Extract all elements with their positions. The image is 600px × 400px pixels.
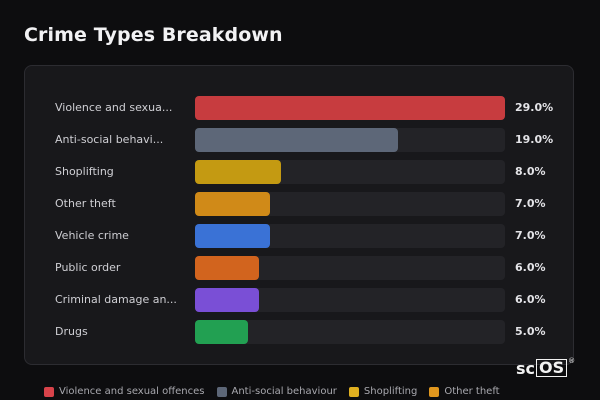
bar-label: Drugs xyxy=(55,325,88,338)
bar-track xyxy=(195,224,505,248)
bar-label: Violence and sexua... xyxy=(55,101,173,114)
legend-item[interactable]: Violence and sexual offences xyxy=(44,386,205,397)
legend-item[interactable]: Shoplifting xyxy=(348,386,418,397)
bar-row: Anti-social behavi... 19.0% xyxy=(25,128,575,154)
bar xyxy=(195,96,505,120)
legend-swatch xyxy=(216,386,227,397)
legend-label: Violence and sexual offences xyxy=(59,386,205,397)
chart-panel: Violence and sexua... 29.0% Anti-social be… xyxy=(24,65,574,365)
bar-track xyxy=(195,96,505,120)
bar xyxy=(195,224,270,248)
bar-track xyxy=(195,320,505,344)
bar xyxy=(195,288,259,312)
bar-value-label: 5.0% xyxy=(515,325,546,338)
legend-label: Anti-social behaviour xyxy=(231,386,337,397)
bar-value-label: 6.0% xyxy=(515,261,546,274)
bar-label: Criminal damage an... xyxy=(55,293,177,306)
bar-row: Public order 6.0% xyxy=(25,256,575,282)
bar xyxy=(195,192,270,216)
bar-value-label: 29.0% xyxy=(515,101,554,114)
legend-item[interactable]: Anti-social behaviour xyxy=(216,386,337,397)
bar-track xyxy=(195,160,505,184)
bar-track xyxy=(195,288,505,312)
logo-box: OS xyxy=(536,359,568,377)
bar-label: Public order xyxy=(55,261,121,274)
bar-track xyxy=(195,256,505,280)
legend-swatch xyxy=(429,386,440,397)
legend-label: Other theft xyxy=(444,386,500,397)
bar-track xyxy=(195,192,505,216)
brand-logo: sc OS ® xyxy=(516,357,576,378)
bar-row: Other theft 7.0% xyxy=(25,192,575,218)
bar-row: Drugs 5.0% xyxy=(25,320,575,346)
chart-title: Crime Types Breakdown xyxy=(24,24,283,46)
bar xyxy=(195,320,248,344)
bar xyxy=(195,128,398,152)
bar-label: Shoplifting xyxy=(55,165,114,178)
bar-row: Violence and sexua... 29.0% xyxy=(25,96,575,122)
logo-prefix: sc xyxy=(516,359,536,378)
bar-value-label: 6.0% xyxy=(515,293,546,306)
legend-swatch xyxy=(44,386,54,397)
bar xyxy=(195,160,281,184)
bar-value-label: 8.0% xyxy=(515,165,546,178)
bar-value-label: 7.0% xyxy=(515,229,546,242)
legend-item[interactable]: Other theft xyxy=(429,386,500,397)
legend-swatch xyxy=(348,386,359,397)
bar-row: Shoplifting 8.0% xyxy=(25,160,575,186)
bar-row: Vehicle crime 7.0% xyxy=(25,224,575,250)
bar-label: Anti-social behavi... xyxy=(55,133,164,146)
bar-value-label: 7.0% xyxy=(515,197,546,210)
bar-track xyxy=(195,128,505,152)
bar-label: Vehicle crime xyxy=(55,229,129,242)
registered-mark: ® xyxy=(568,357,576,365)
legend-label: Shoplifting xyxy=(363,386,418,397)
bar xyxy=(195,256,259,280)
bar-row: Criminal damage an... 6.0% xyxy=(25,288,575,314)
legend: Violence and sexual offences Anti-social … xyxy=(44,386,500,397)
bar-label: Other theft xyxy=(55,197,116,210)
bar-value-label: 19.0% xyxy=(515,133,554,146)
